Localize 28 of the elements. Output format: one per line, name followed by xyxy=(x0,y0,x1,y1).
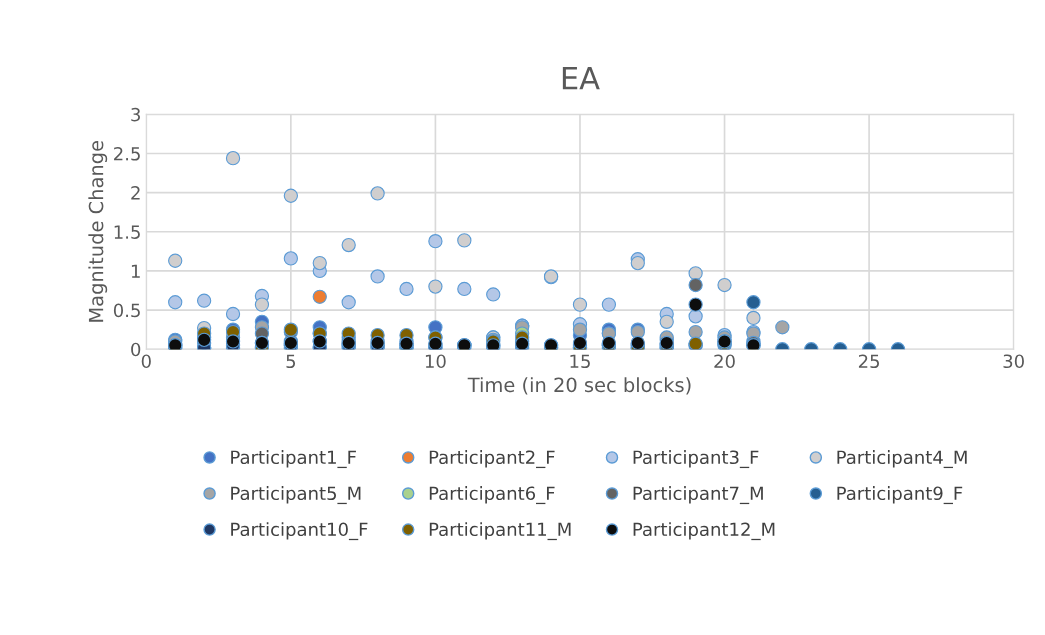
legend-label: Participant3_F xyxy=(633,450,759,469)
y-tick-label: 0 xyxy=(131,342,141,357)
x-tick-label: 10 xyxy=(425,354,446,369)
legend-label: Participant12_M xyxy=(633,522,775,541)
legend-label: Participant1_F xyxy=(231,450,356,469)
y-axis-title: Magnitude Change xyxy=(88,140,108,322)
x-tick-label: 30 xyxy=(1003,354,1024,369)
x-tick-label: 25 xyxy=(858,354,879,369)
chart-title: EA xyxy=(562,67,600,90)
legend-label: Participant7_M xyxy=(633,486,763,505)
x-tick-label: 5 xyxy=(286,354,296,369)
legend-label: Participant4_M xyxy=(837,450,967,469)
y-tick-label: 3 xyxy=(131,107,140,122)
legend-label: Participant10_F xyxy=(231,522,368,541)
legend-label: Participant2_F xyxy=(429,450,555,469)
y-tick-label: 1 xyxy=(131,264,140,278)
y-tick-label: 1.5 xyxy=(114,225,140,239)
y-tick-label: 2.5 xyxy=(114,146,140,161)
x-tick-label: 20 xyxy=(714,354,735,369)
y-tick-label: 2 xyxy=(131,186,140,200)
x-tick-label: 15 xyxy=(570,354,590,369)
x-tick-label: 0 xyxy=(141,354,151,369)
legend-label: Participant5_M xyxy=(231,486,361,505)
y-tick-label: 0.5 xyxy=(113,303,140,318)
legend-label: Participant6_F xyxy=(429,486,555,505)
legend-label: Participant9_F xyxy=(837,486,963,505)
legend-label: Participant11_M xyxy=(429,522,571,541)
x-axis-title: Time (in 20 sec blocks) xyxy=(467,377,691,395)
